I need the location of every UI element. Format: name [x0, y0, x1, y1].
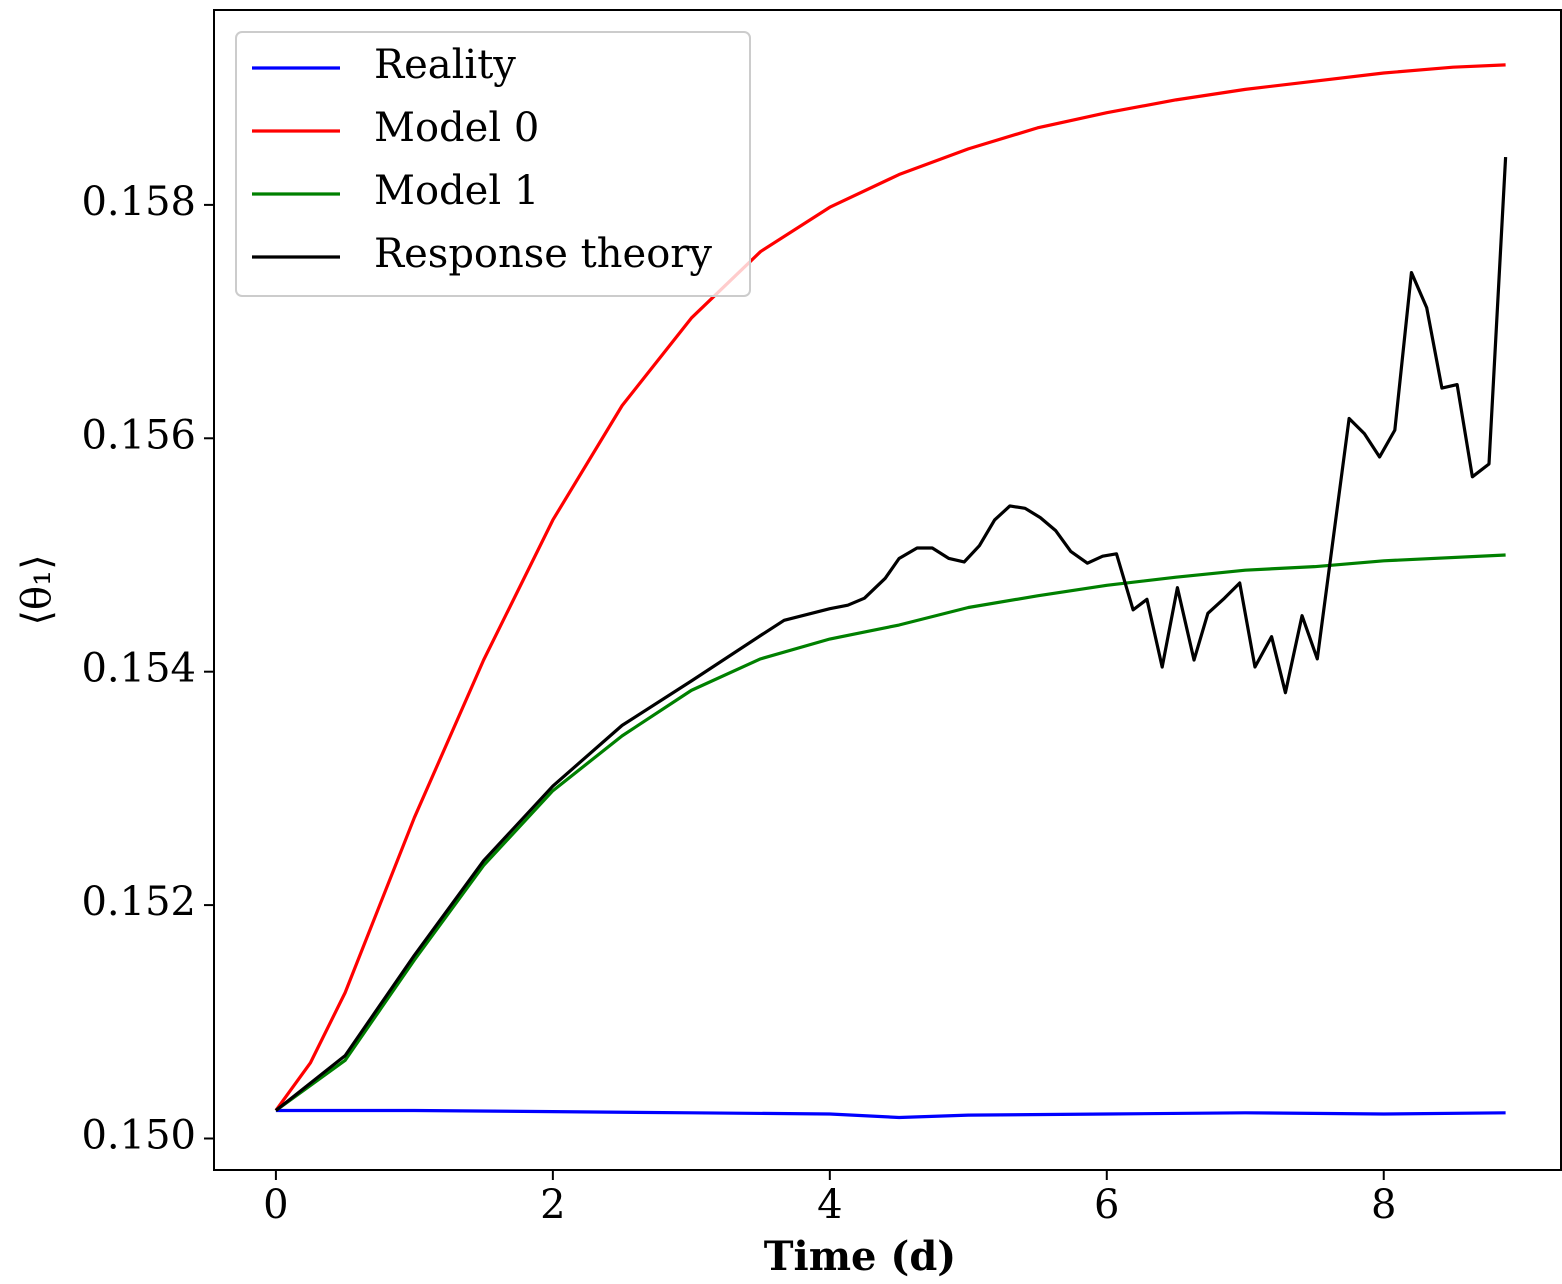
data-line: [274, 156, 1508, 1112]
y-tick-label: 0.156: [81, 412, 196, 458]
x-tick-label: 4: [817, 1182, 842, 1228]
legend-box: [235, 31, 751, 297]
y-tick-label: 0.154: [81, 646, 196, 692]
y-tick-label: 0.150: [81, 1112, 196, 1158]
x-tick-label: 2: [540, 1182, 565, 1228]
x-axis-label: Time (d): [764, 1233, 956, 1280]
x-tick-label: 6: [1094, 1182, 1119, 1228]
y-tick-label: 0.152: [81, 879, 196, 925]
data-line: [274, 63, 1506, 1112]
legend-label: Model 1: [374, 168, 539, 214]
data-line: [274, 553, 1506, 1112]
x-tick-label: 0: [263, 1182, 288, 1228]
legend-label: Reality: [374, 42, 516, 88]
legend: Reality Model 0 Model 1 Response theory: [235, 31, 751, 297]
plot-frame: [213, 9, 1562, 1171]
y-axis-label: ⟨θ₁⟩: [14, 554, 60, 625]
legend-label: Response theory: [374, 231, 712, 277]
legend-label: Model 0: [374, 105, 539, 151]
y-tick-label: 0.158: [81, 179, 196, 225]
data-line: [275, 1108, 1506, 1120]
x-tick-label: 8: [1371, 1182, 1396, 1228]
